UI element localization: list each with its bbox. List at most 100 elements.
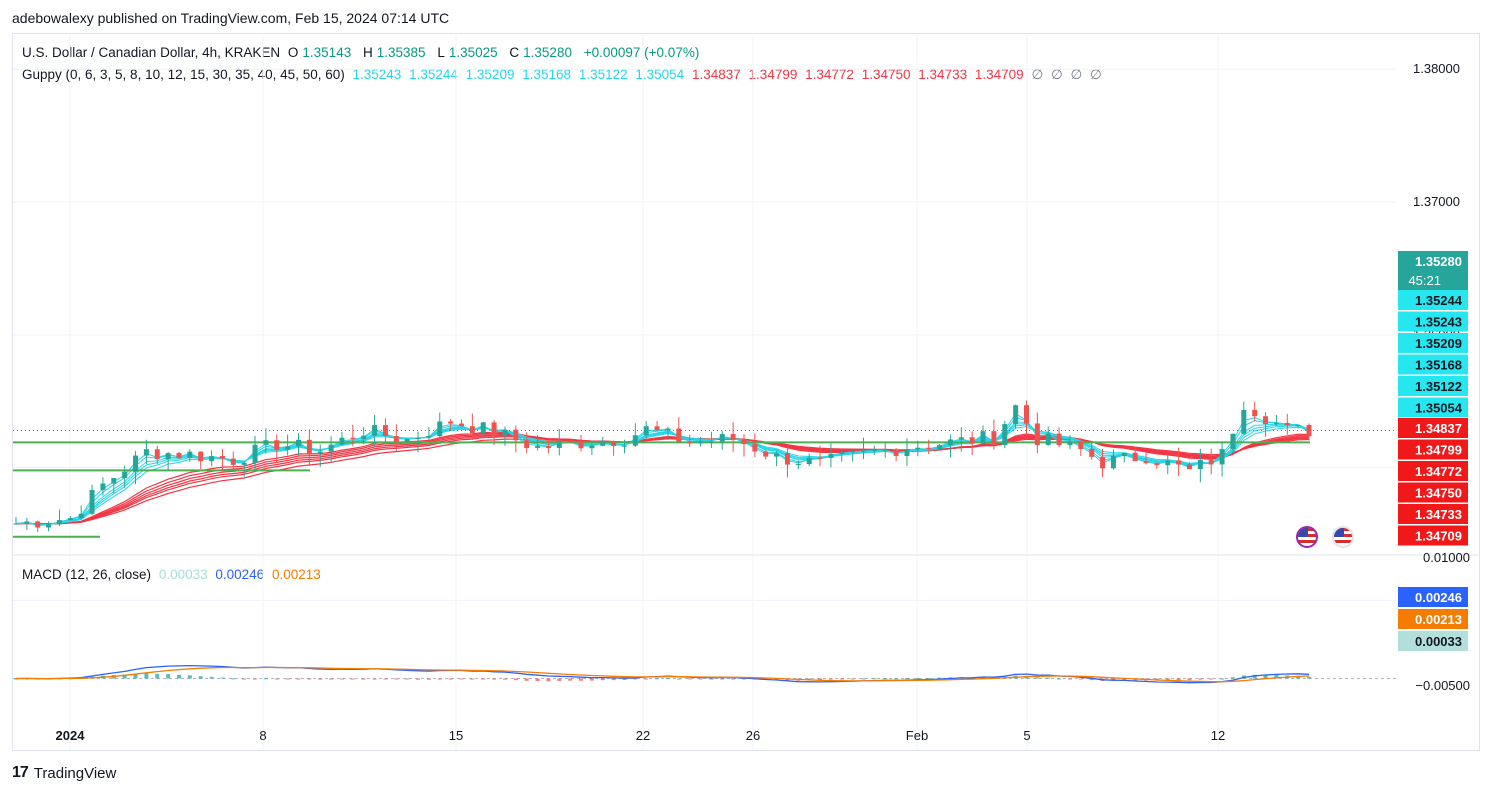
candle-body [78,513,84,519]
macd-hist-bar [676,678,681,680]
macd-hist-bar [1035,677,1040,679]
candle-body [752,444,758,452]
macd-signal-value: 0.00213 [271,567,321,582]
candle-body [545,446,551,448]
candle-body [448,421,454,424]
candle-body [871,450,877,452]
macd-hist-bar [1274,675,1279,679]
current-price-badge: 1.35280 [1415,254,1462,269]
candle-body [89,489,95,514]
candle-body [1230,433,1236,450]
macd-hist-bar [209,676,214,679]
macd-axis-tick: −0.00500 [1415,678,1470,693]
slow-ma-badge-bg [1398,461,1468,481]
macd-hist-bar [828,678,833,680]
candle-body [1165,460,1171,466]
macd-line-value: 0.00246 [215,567,265,582]
candle-body [1132,452,1138,462]
guppy-empty-4: ∅ [1090,67,1102,82]
candle-body [1208,460,1214,465]
candle-body [306,439,312,454]
macd-hist-bar [524,678,529,681]
macd-hist-bar [318,678,323,680]
candle-body [122,471,128,479]
candle-body [578,441,584,449]
candle-body [350,437,356,439]
macd-legend: MACD (12, 26, close) 0.00033 0.00246 0.0… [22,567,325,582]
hist-badge-bg [1398,631,1468,651]
macd-hist-bar [220,677,225,679]
candle-body [795,464,801,466]
macd-hist-bar [981,676,986,679]
macd-hist-bar [926,677,931,679]
guppy-empty-1: ∅ [1031,67,1044,82]
macd-hist-bar [187,675,192,679]
macd-hist-bar [122,674,127,679]
macd-hist-bar [166,674,171,679]
ohlc-low: L 1.35025 [437,45,498,60]
candle-body [198,451,204,462]
macd-hist-bar [622,678,627,680]
guppy-slow-1: 1.34837 [691,67,741,82]
candle-body [393,435,399,442]
candle-body [328,444,334,452]
candle-body [437,421,443,436]
candle-body [730,434,736,440]
guppy-empty-2: ∅ [1050,67,1063,82]
candle-body [535,446,541,448]
candle-body [502,429,508,436]
macd-hist-bar [861,678,866,680]
macd-hist-bar [655,678,660,680]
macd-hist-bar [155,673,160,679]
hist-badge: 0.00033 [1415,634,1462,649]
macd-signal-line [16,666,1310,683]
macd-hist-bar [274,678,279,680]
candle-body [991,431,997,445]
macd-badge: 0.00246 [1415,590,1462,605]
candle-body [143,449,149,456]
macd-hist-bar [253,678,258,680]
macd-hist-bar [513,678,518,681]
candle-body [1295,425,1301,427]
candle-body [219,456,225,459]
macd-hist-bar [687,678,692,680]
candle-body [361,435,367,439]
macd-hist-bar [546,678,551,682]
symbol-legend: U.S. Dollar / Canadian Dollar, 4h, KRAKE… [22,45,703,60]
macd-hist-bar [198,676,203,679]
candle-body [176,453,182,458]
macd-hist-bar [481,678,486,680]
candle-body [926,447,932,449]
candle-body [35,521,41,528]
macd-hist-bar [839,678,844,680]
candle-body [154,449,160,460]
candle-body [187,451,193,458]
guppy-slow-2: 1.34799 [748,67,798,82]
candle-body [1121,452,1127,457]
candle-body [274,440,280,450]
candle-body [784,453,790,465]
tradingview-footer[interactable]: 17 TradingView [12,764,116,782]
candle-body [947,439,953,446]
guppy-slow-4: 1.34750 [861,67,911,82]
fast-ma-badge: 1.35168 [1415,358,1462,373]
candle-body [969,437,975,444]
guppy-slow-6: 1.34709 [974,67,1024,82]
macd-hist-bar [459,678,464,680]
macd-hist-bar [1187,678,1192,681]
candle-body [13,523,19,525]
time-axis-label: 5 [1023,728,1030,743]
macd-hist-bar [600,678,605,681]
ohlc-high: H 1.35385 [362,45,426,60]
macd-hist-bar [535,678,540,682]
candle-body [46,524,52,528]
candle-body [382,425,388,436]
macd-hist-bar [557,678,562,681]
macd-hist-bar [492,678,497,680]
time-axis-label: 12 [1211,728,1225,743]
guppy-legend: Guppy (0, 6, 3, 5, 8, 10, 12, 15, 30, 35… [22,67,1106,83]
time-axis-label: Feb [906,728,928,743]
macd-hist-bar [1089,678,1094,681]
fast-ma-badge: 1.35209 [1415,336,1462,351]
